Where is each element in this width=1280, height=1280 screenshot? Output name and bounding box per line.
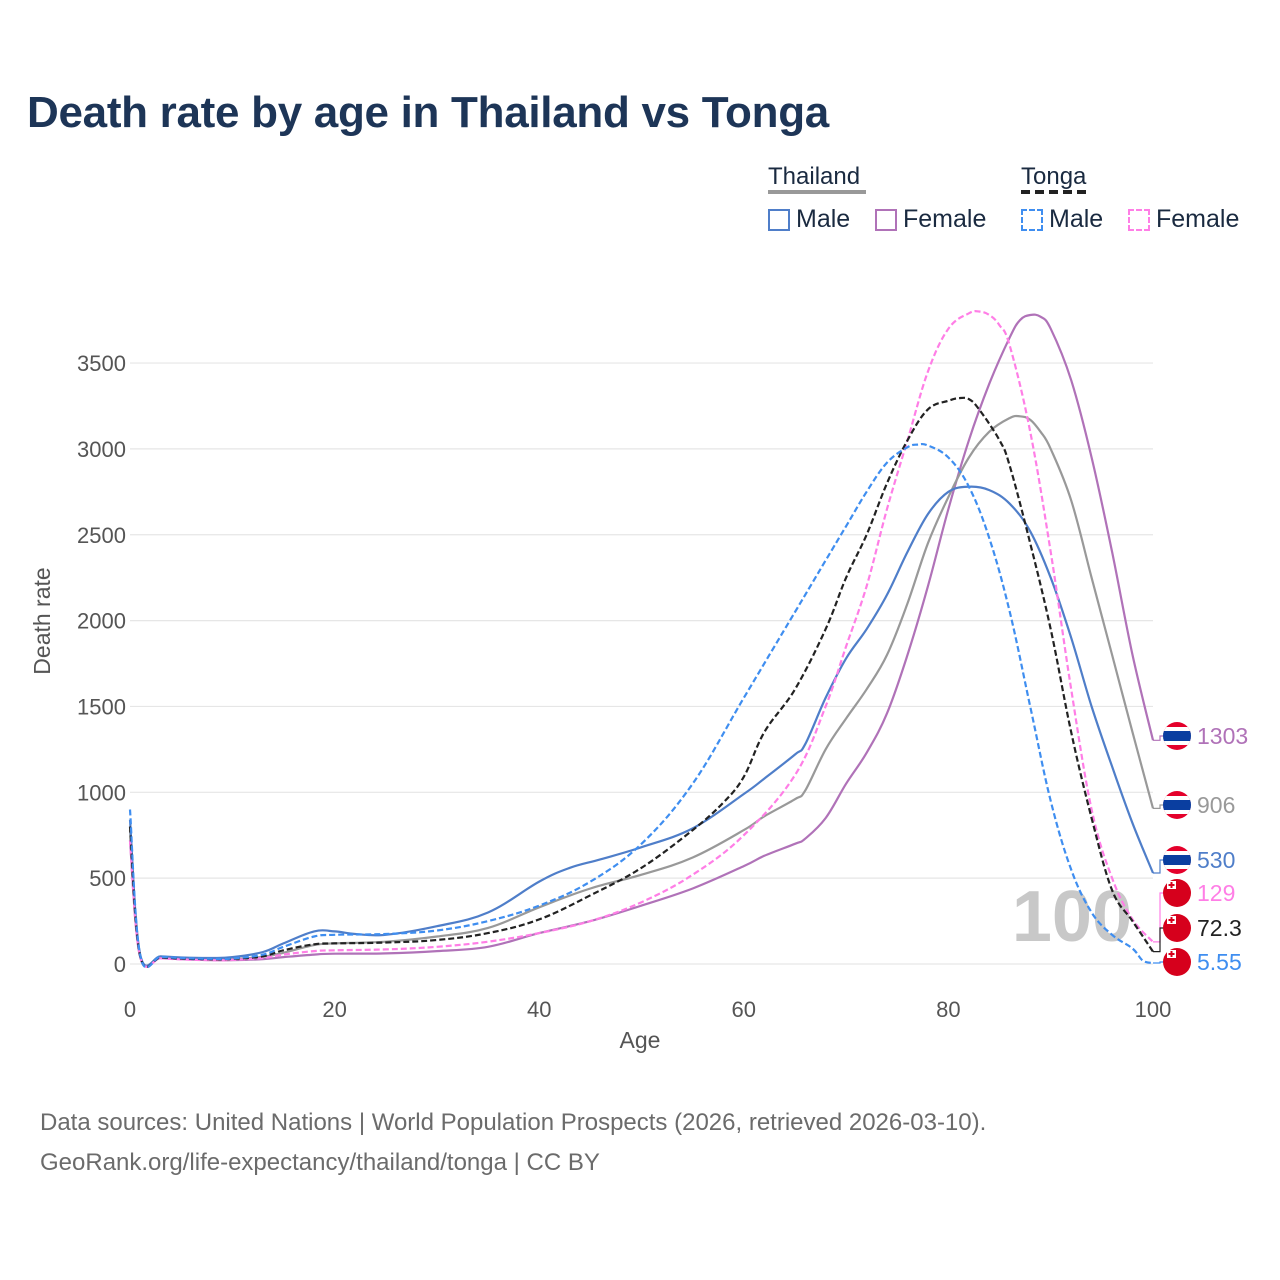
legend-label-tonga-male: Male [1049, 205, 1104, 233]
legend-swatch-tonga-male [1021, 208, 1043, 231]
series-line-thailand-female[interactable] [128, 313, 1155, 968]
legend-tonga-line [1021, 190, 1089, 194]
thailand-flag-icon [1163, 791, 1191, 819]
y-tick-label: 0 [114, 952, 126, 977]
x-tick-label: 0 [124, 997, 136, 1022]
x-tick-label: 40 [527, 997, 551, 1022]
legend-label-tonga-female: Female [1156, 205, 1240, 233]
end-value-label-thailand-total: 906 [1197, 792, 1235, 818]
series-line-tonga-total[interactable] [128, 396, 1154, 969]
series-lines [128, 310, 1155, 969]
y-tick-label: 1500 [77, 694, 126, 719]
series-line-tonga-female[interactable] [128, 310, 1154, 968]
tonga-flag-icon [1163, 879, 1191, 907]
sources-line-1: Data sources: United Nations | World Pop… [40, 1109, 987, 1136]
x-axis-label: Age [620, 1027, 661, 1053]
y-axis-label: Death rate [29, 567, 55, 674]
tonga-flag-icon [1163, 914, 1191, 942]
legend-group-tonga[interactable]: Tonga [1021, 163, 1087, 190]
legend-swatch-thailand-female [875, 208, 897, 231]
end-value-label-tonga-total: 72.3 [1197, 915, 1242, 941]
end-value-label-thailand-female: 1303 [1197, 723, 1248, 749]
chart-area: 0 500 1000 1500 2000 2500 3000 3500 0 20 40 60 80 10… [29, 310, 1248, 1053]
tonga-flag-icon [1163, 948, 1191, 976]
legend-swatch-thailand-male [768, 208, 790, 231]
legend-label-thailand-female: Female [903, 205, 987, 233]
grid-lines [130, 362, 1153, 965]
y-axis-ticks: 0 500 1000 1500 2000 2500 3000 3500 [77, 351, 126, 977]
thailand-flag-icon [1163, 846, 1191, 874]
y-tick-label: 3000 [77, 437, 126, 462]
legend-label-thailand-male: Male [796, 205, 851, 233]
flag-cross-h [1168, 953, 1175, 955]
legend-tonga-female[interactable]: Female [1128, 205, 1239, 234]
end-value-label-tonga-male: 5.55 [1197, 949, 1242, 975]
y-tick-label: 500 [89, 866, 126, 891]
y-tick-label: 2000 [77, 609, 126, 634]
series-line-tonga-male[interactable] [128, 442, 1154, 969]
x-tick-label: 20 [322, 997, 346, 1022]
legend-group-thailand[interactable]: Thailand [768, 163, 861, 190]
flag-blue-band [1163, 855, 1191, 865]
sources-line-2[interactable]: GeoRank.org/life-expectancy/thailand/ton… [40, 1149, 600, 1176]
end-value-label-tonga-female: 129 [1197, 880, 1235, 906]
flag-blue-band [1163, 800, 1191, 810]
end-value-label-thailand-male: 530 [1197, 847, 1235, 873]
thailand-flag-icon [1163, 722, 1191, 750]
series-line-thailand-male[interactable] [128, 485, 1155, 967]
flag-blue-band [1163, 731, 1191, 741]
x-axis-ticks: 0 20 40 60 80 100 [124, 997, 1171, 1022]
legend-thailand-line [768, 190, 866, 194]
legend-tonga-male[interactable]: Male [1021, 205, 1103, 234]
y-tick-label: 3500 [77, 351, 126, 376]
x-tick-label: 100 [1135, 997, 1172, 1022]
flag-cross-h [1168, 919, 1175, 921]
chart-title: Death rate by age in Thailand vs Tonga [27, 88, 829, 137]
x-tick-label: 80 [936, 997, 960, 1022]
legend-swatch-tonga-female [1128, 208, 1150, 231]
flag-cross-h [1168, 884, 1175, 886]
y-tick-label: 2500 [77, 523, 126, 548]
series-line-thailand-total[interactable] [128, 414, 1155, 967]
legend-thailand-female[interactable]: Female [875, 205, 986, 234]
legend-thailand-male[interactable]: Male [768, 205, 850, 234]
series-end-markers: 1303 906 530 129 72.3 5.55 [1153, 722, 1248, 976]
watermark-age: 100 [1012, 877, 1132, 957]
y-tick-label: 1000 [77, 780, 126, 805]
x-tick-label: 60 [732, 997, 756, 1022]
